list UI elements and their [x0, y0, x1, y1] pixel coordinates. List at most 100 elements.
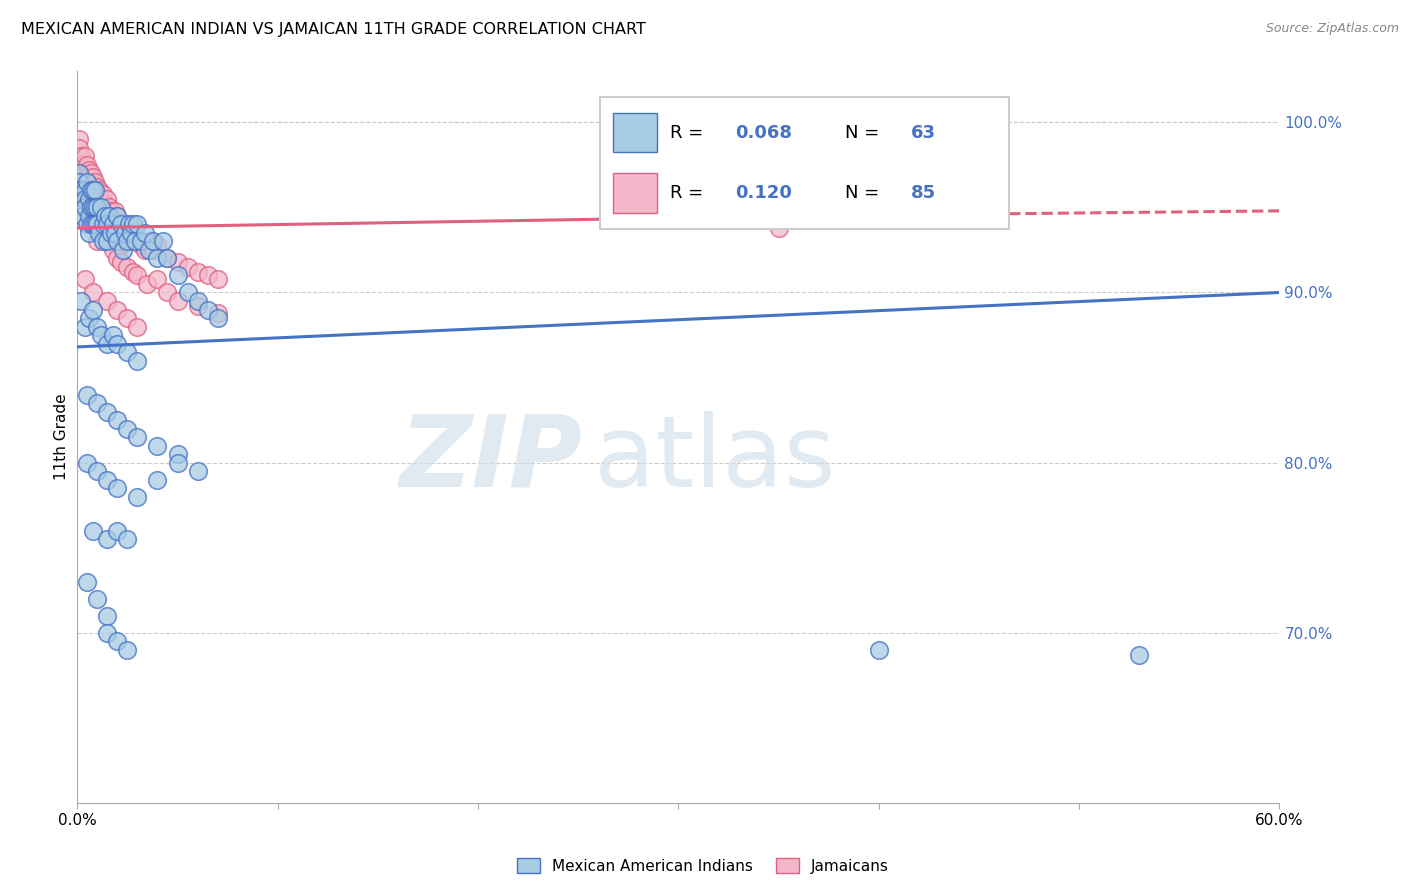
- Point: [146, 473, 169, 487]
- Point: [187, 464, 209, 478]
- Point: [103, 218, 125, 232]
- Point: [107, 209, 129, 223]
- Point: [103, 243, 125, 257]
- Point: [112, 226, 135, 240]
- Point: [166, 447, 188, 461]
- Point: [107, 634, 129, 648]
- Point: [76, 456, 98, 470]
- Point: [90, 203, 112, 218]
- Point: [80, 166, 103, 180]
- Point: [90, 328, 112, 343]
- Point: [1128, 648, 1150, 662]
- Point: [82, 169, 104, 184]
- Point: [79, 192, 101, 206]
- Point: [127, 218, 149, 232]
- Point: [80, 201, 103, 215]
- Point: [79, 311, 101, 326]
- Point: [67, 183, 90, 197]
- Point: [120, 220, 142, 235]
- Point: [104, 226, 127, 240]
- Point: [166, 456, 188, 470]
- Point: [156, 285, 179, 300]
- Point: [118, 218, 141, 232]
- Point: [127, 490, 149, 504]
- Point: [67, 141, 90, 155]
- Point: [100, 203, 122, 218]
- Point: [93, 235, 115, 249]
- Text: MEXICAN AMERICAN INDIAN VS JAMAICAN 11TH GRADE CORRELATION CHART: MEXICAN AMERICAN INDIAN VS JAMAICAN 11TH…: [21, 22, 645, 37]
- Point: [89, 226, 111, 240]
- Point: [107, 413, 129, 427]
- Point: [122, 265, 145, 279]
- Point: [127, 430, 149, 444]
- Point: [70, 183, 93, 197]
- Point: [146, 439, 169, 453]
- Point: [768, 220, 790, 235]
- Point: [108, 218, 131, 232]
- Point: [84, 183, 107, 197]
- Point: [70, 201, 93, 215]
- Point: [89, 197, 111, 211]
- Point: [166, 255, 188, 269]
- Point: [90, 201, 112, 215]
- Point: [70, 293, 93, 308]
- Point: [117, 421, 139, 435]
- Point: [67, 166, 90, 180]
- Point: [107, 209, 129, 223]
- Point: [75, 166, 97, 180]
- Point: [117, 260, 139, 274]
- Point: [114, 218, 136, 232]
- Point: [79, 209, 101, 223]
- Point: [117, 642, 139, 657]
- Point: [72, 186, 94, 201]
- Point: [79, 175, 101, 189]
- Point: [80, 218, 103, 232]
- Point: [176, 260, 198, 274]
- Point: [107, 524, 129, 538]
- Point: [107, 336, 129, 351]
- Point: [187, 293, 209, 308]
- Point: [94, 209, 117, 223]
- Point: [104, 220, 127, 235]
- Point: [72, 158, 94, 172]
- Point: [110, 218, 132, 232]
- Point: [82, 302, 104, 317]
- Point: [138, 235, 160, 249]
- Point: [868, 642, 890, 657]
- Point: [127, 353, 149, 368]
- Point: [82, 183, 104, 197]
- Point: [90, 220, 112, 235]
- Point: [104, 203, 127, 218]
- Point: [146, 238, 169, 252]
- Point: [76, 218, 98, 232]
- Point: [166, 293, 188, 308]
- Point: [67, 192, 90, 206]
- Text: atlas: atlas: [595, 410, 837, 508]
- Point: [131, 238, 153, 252]
- Point: [84, 218, 107, 232]
- Point: [96, 235, 118, 249]
- Point: [96, 218, 118, 232]
- Point: [103, 209, 125, 223]
- Point: [156, 252, 179, 266]
- Point: [90, 192, 112, 206]
- Point: [187, 265, 209, 279]
- Point: [86, 396, 108, 410]
- Point: [75, 201, 97, 215]
- Point: [110, 238, 132, 252]
- Point: [75, 192, 97, 206]
- Point: [96, 473, 118, 487]
- Point: [197, 268, 219, 283]
- Point: [142, 243, 165, 257]
- Point: [197, 302, 219, 317]
- Point: [86, 209, 108, 223]
- Point: [70, 192, 93, 206]
- Point: [94, 197, 117, 211]
- Point: [122, 218, 145, 232]
- Point: [72, 166, 94, 180]
- Point: [117, 345, 139, 359]
- Point: [86, 235, 108, 249]
- Point: [156, 252, 179, 266]
- Point: [93, 218, 115, 232]
- Legend: Mexican American Indians, Jamaicans: Mexican American Indians, Jamaicans: [510, 852, 896, 880]
